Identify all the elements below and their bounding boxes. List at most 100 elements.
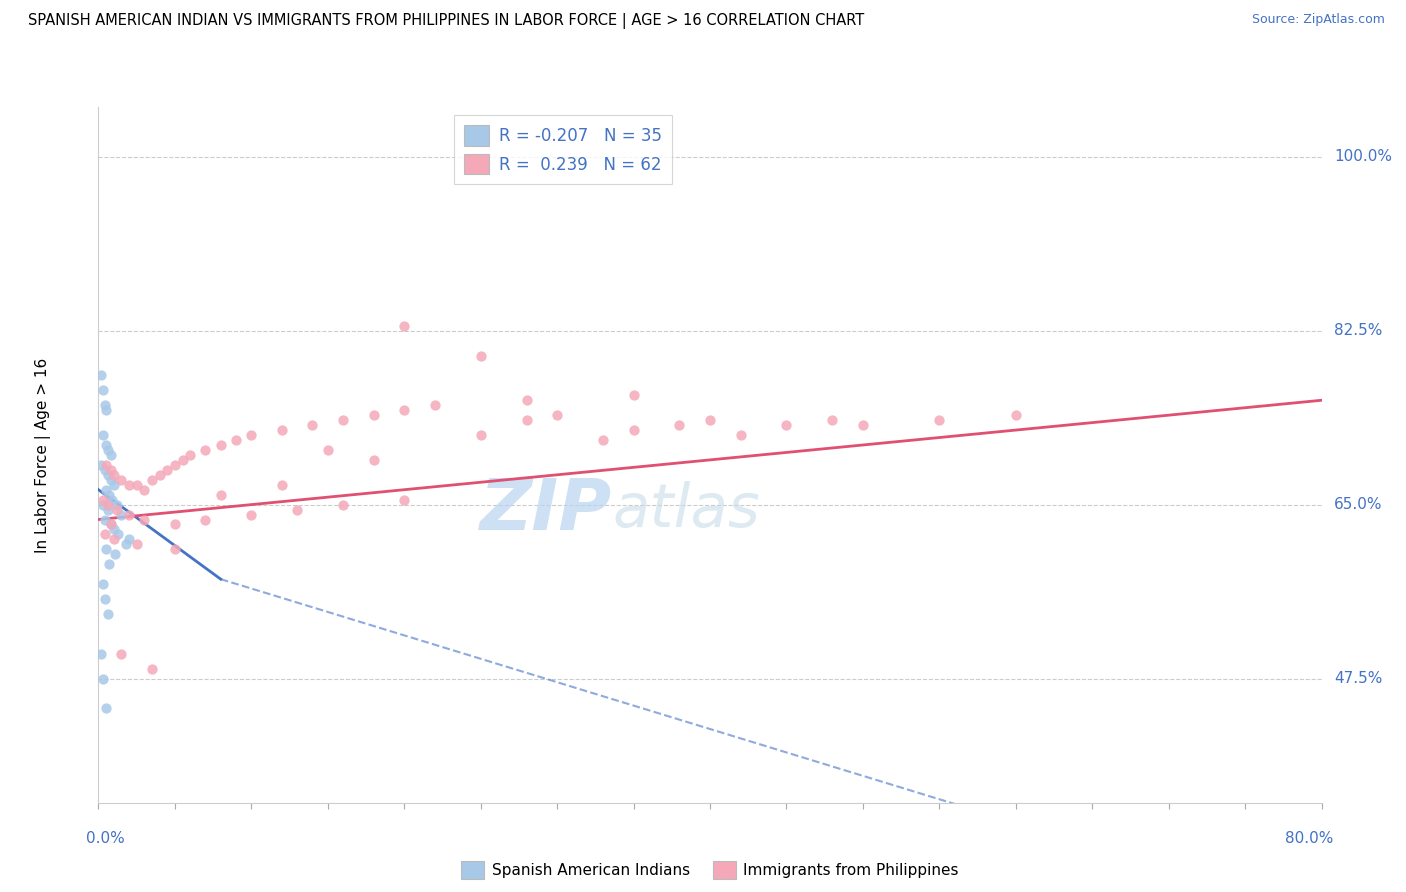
Point — [179, 448, 201, 462]
Point — [110, 508, 132, 522]
Point — [270, 477, 294, 491]
Point — [90, 458, 112, 472]
Point — [285, 502, 308, 516]
Point — [91, 672, 114, 686]
Point — [668, 418, 690, 433]
Point — [623, 423, 645, 437]
Point — [209, 488, 232, 502]
Point — [101, 492, 124, 507]
Point — [100, 463, 122, 477]
Point — [316, 442, 339, 457]
Point — [110, 473, 132, 487]
Point — [592, 433, 614, 447]
Text: In Labor Force | Age > 16: In Labor Force | Age > 16 — [35, 358, 52, 552]
Point — [125, 477, 148, 491]
Point — [90, 647, 112, 661]
Text: ZIP: ZIP — [479, 476, 612, 545]
Text: Source: ZipAtlas.com: Source: ZipAtlas.com — [1251, 13, 1385, 27]
Point — [301, 418, 323, 433]
Text: 82.5%: 82.5% — [1334, 323, 1382, 338]
Point — [225, 433, 247, 447]
Point — [103, 467, 125, 482]
Text: 65.0%: 65.0% — [1334, 497, 1382, 512]
Point — [94, 701, 117, 715]
Text: 0.0%: 0.0% — [86, 830, 125, 846]
Point — [103, 533, 125, 547]
Point — [141, 662, 163, 676]
Point — [118, 508, 141, 522]
Text: atlas: atlas — [612, 481, 761, 540]
Text: 100.0%: 100.0% — [1334, 149, 1392, 164]
Point — [98, 558, 121, 572]
Point — [332, 413, 354, 427]
Point — [118, 477, 141, 491]
Point — [91, 428, 114, 442]
Point — [103, 523, 125, 537]
Point — [363, 408, 385, 422]
Point — [775, 418, 797, 433]
Text: 47.5%: 47.5% — [1334, 671, 1382, 686]
Point — [470, 428, 492, 442]
Point — [332, 498, 354, 512]
Point — [94, 458, 117, 472]
Point — [141, 473, 163, 487]
Point — [105, 502, 128, 516]
Point — [209, 438, 232, 452]
Point — [118, 533, 141, 547]
Point — [392, 318, 416, 333]
Point — [1004, 408, 1026, 422]
Point — [100, 473, 122, 487]
Point — [90, 368, 112, 383]
Point — [852, 418, 875, 433]
Point — [156, 463, 179, 477]
Point — [623, 388, 645, 402]
Point — [93, 512, 115, 526]
Point — [110, 647, 132, 661]
Point — [821, 413, 844, 427]
Point — [125, 537, 148, 551]
Point — [392, 403, 416, 417]
Point — [163, 517, 186, 532]
Point — [270, 423, 294, 437]
Point — [94, 438, 117, 452]
Point — [105, 498, 128, 512]
Point — [93, 592, 115, 607]
Point — [730, 428, 752, 442]
Point — [91, 384, 114, 398]
Text: 80.0%: 80.0% — [1285, 830, 1334, 846]
Point — [91, 492, 114, 507]
Point — [103, 477, 125, 491]
Point — [163, 458, 186, 472]
Legend: Spanish American Indians, Immigrants from Philippines: Spanish American Indians, Immigrants fro… — [456, 855, 965, 886]
Point — [91, 498, 114, 512]
Point — [91, 577, 114, 591]
Point — [107, 527, 129, 541]
Point — [97, 502, 120, 516]
Point — [93, 463, 115, 477]
Point — [104, 547, 127, 561]
Point — [94, 542, 117, 557]
Point — [928, 413, 950, 427]
Point — [94, 483, 117, 497]
Point — [134, 512, 156, 526]
Point — [100, 517, 122, 532]
Point — [172, 453, 194, 467]
Point — [100, 448, 122, 462]
Point — [163, 542, 186, 557]
Point — [194, 442, 217, 457]
Point — [97, 442, 120, 457]
Point — [97, 467, 120, 482]
Point — [516, 413, 538, 427]
Point — [470, 349, 492, 363]
Point — [134, 483, 156, 497]
Point — [149, 467, 172, 482]
Point — [240, 428, 263, 442]
Point — [392, 492, 416, 507]
Point — [194, 512, 217, 526]
Point — [97, 498, 120, 512]
Point — [93, 398, 115, 412]
Point — [97, 607, 120, 621]
Point — [699, 413, 721, 427]
Point — [516, 393, 538, 408]
Text: SPANISH AMERICAN INDIAN VS IMMIGRANTS FROM PHILIPPINES IN LABOR FORCE | AGE > 16: SPANISH AMERICAN INDIAN VS IMMIGRANTS FR… — [28, 13, 865, 29]
